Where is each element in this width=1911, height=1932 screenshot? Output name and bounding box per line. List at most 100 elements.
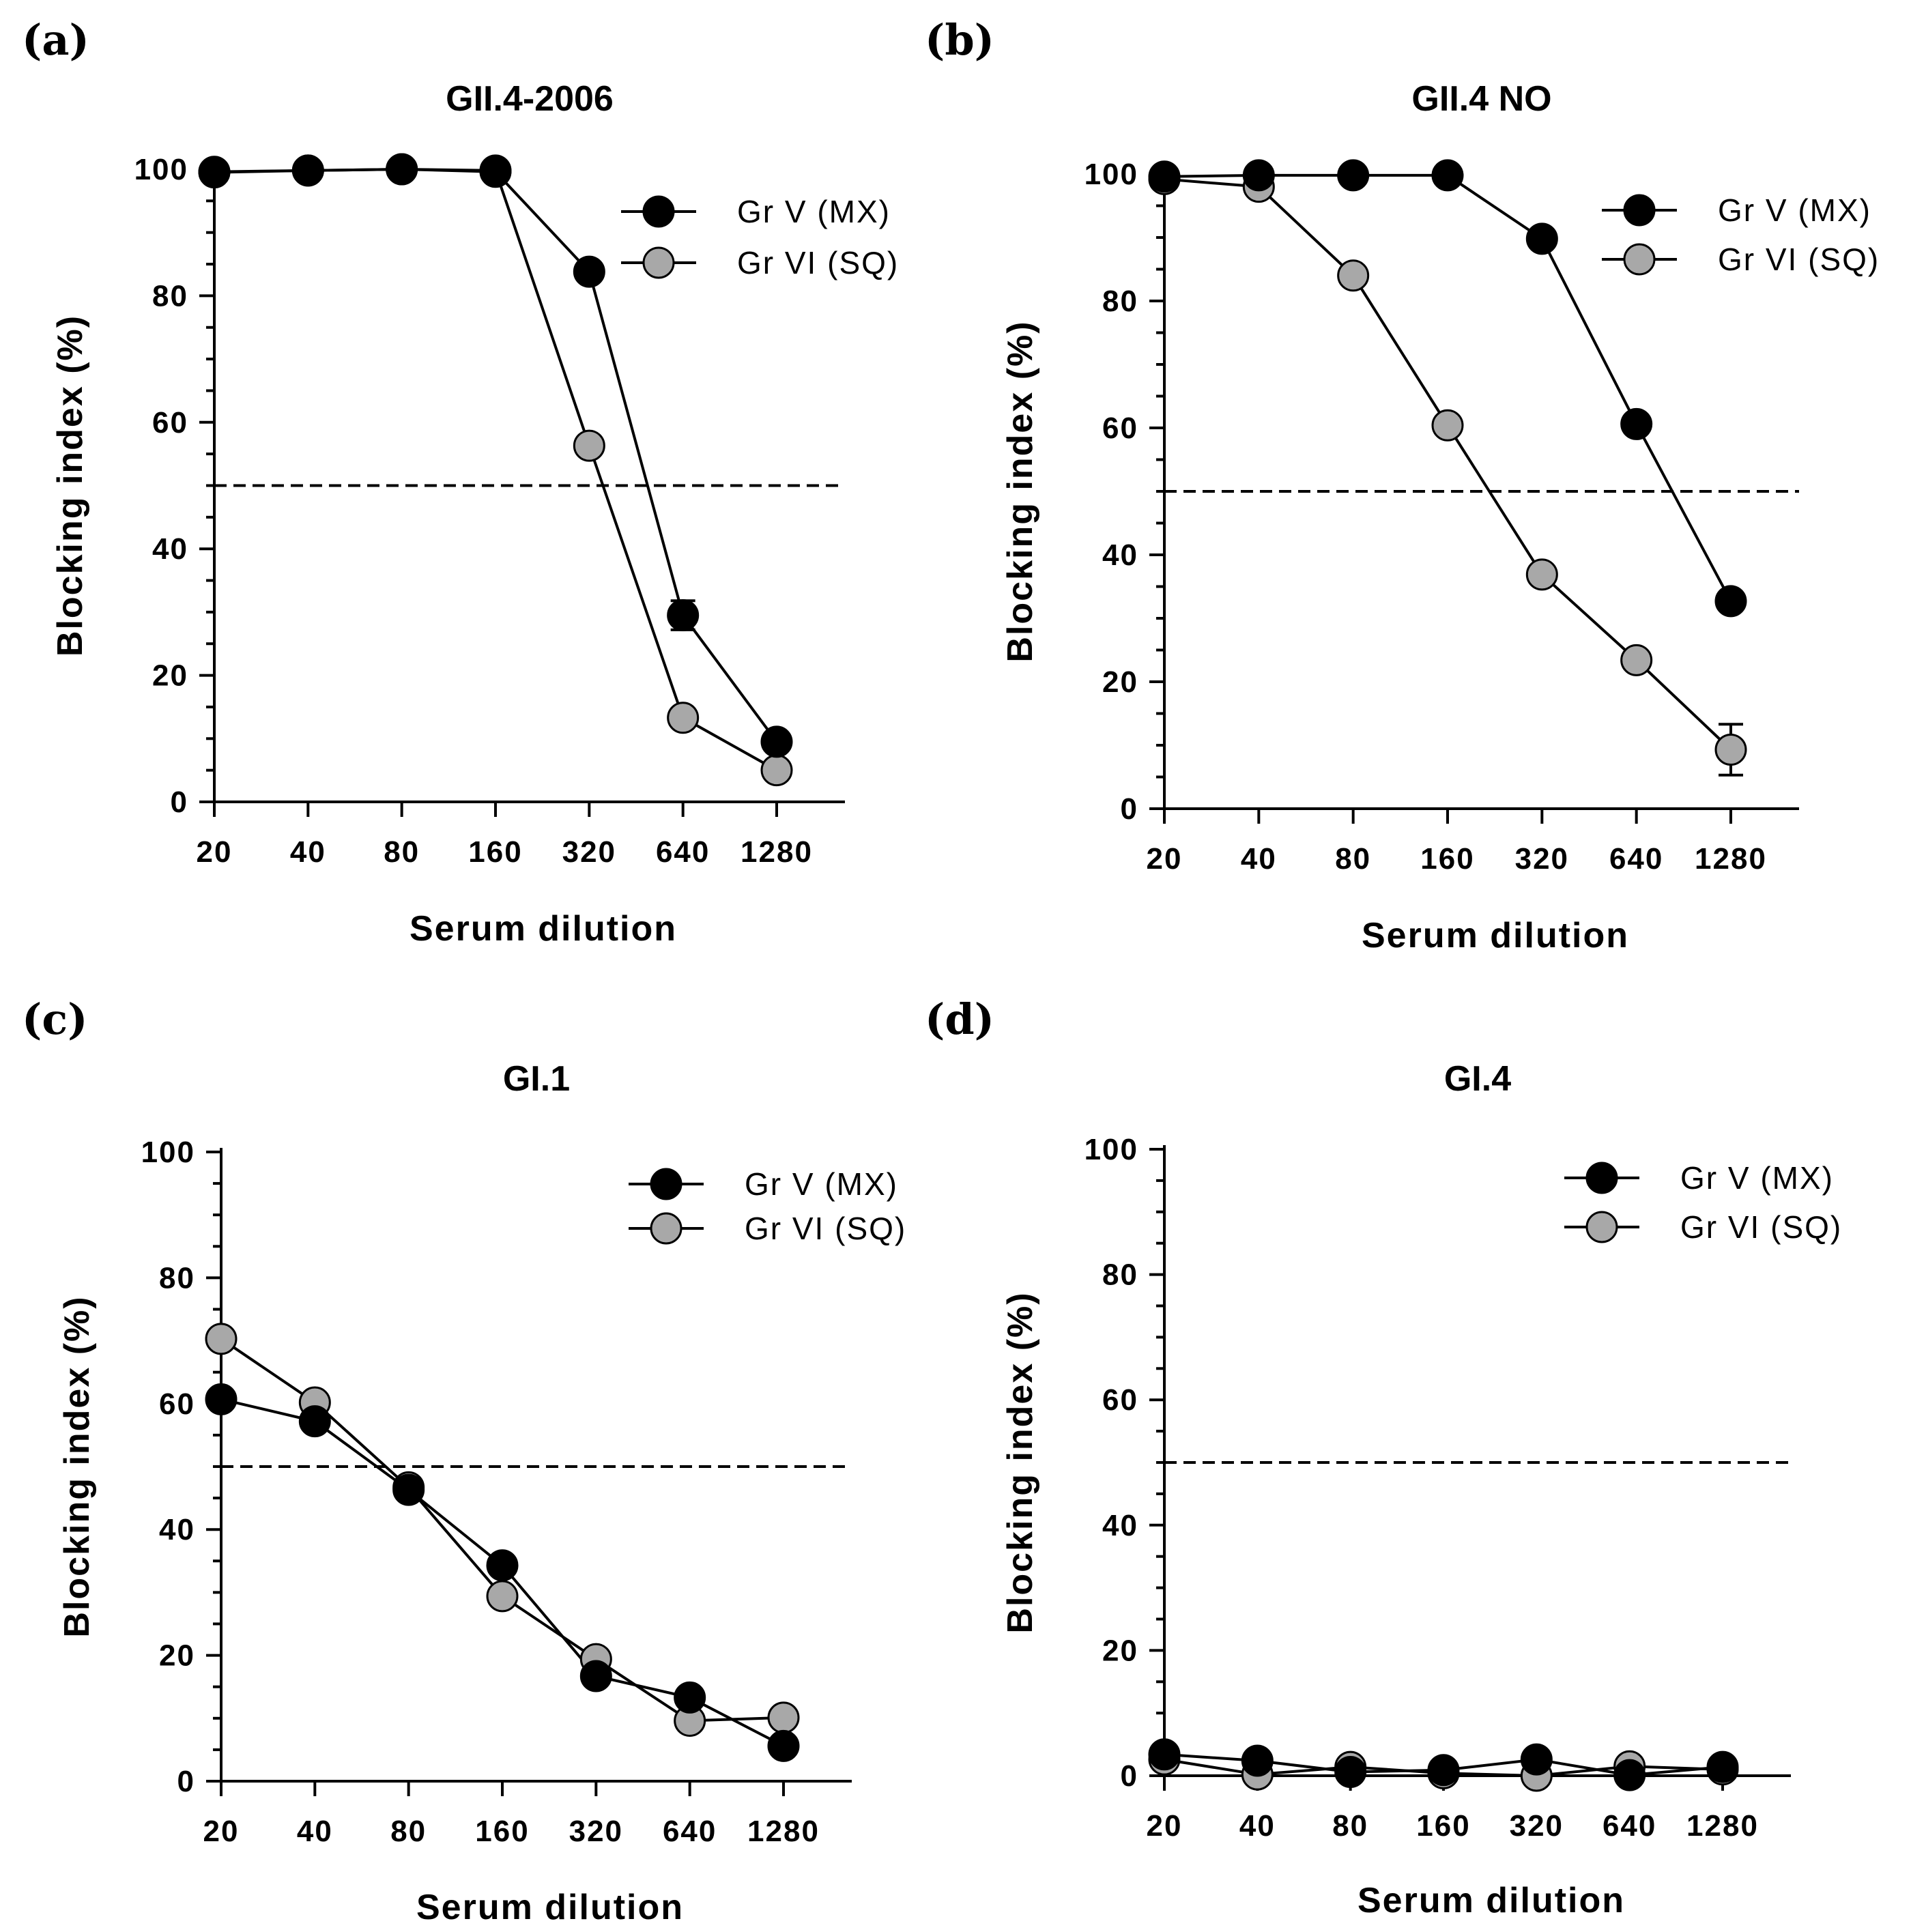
panel-letter: (d)	[925, 994, 994, 1044]
panel-letter: (c)	[22, 994, 87, 1044]
y-tick-label: 60	[159, 1387, 195, 1421]
x-axis-label: Serum dilution	[1357, 1881, 1625, 1920]
panel-letter: (b)	[925, 15, 994, 65]
x-tick-label: 80	[390, 1815, 427, 1848]
data-point-gr-vi	[760, 754, 793, 787]
x-tick-label: 160	[1416, 1809, 1470, 1843]
data-point-gr-v	[298, 1405, 331, 1438]
x-tick-label: 160	[468, 835, 522, 869]
data-point-gr-v	[1706, 1750, 1739, 1783]
chart-title: GII.4-2006	[446, 79, 614, 119]
y-tick-label: 100	[141, 1136, 195, 1169]
x-axis-label: Serum dilution	[410, 909, 677, 949]
x-tick-label: 640	[1609, 842, 1663, 876]
y-axis-label: Blocking index (%)	[51, 315, 90, 657]
chart-panel-1: (a) GII.4-2006 0 20 40 60 80 100 20 40 80 160 320 640…	[22, 15, 897, 949]
data-point-gr-v	[1620, 407, 1653, 440]
chart-title: GI.1	[503, 1059, 570, 1099]
chart-title: GI.4	[1444, 1059, 1511, 1099]
data-point-gr-v	[1337, 159, 1370, 192]
data-point-gr-vi	[1620, 644, 1653, 676]
x-tick-label: 20	[1147, 1809, 1183, 1843]
x-tick-label: 80	[1332, 1809, 1368, 1843]
data-point-gr-v	[573, 255, 605, 288]
series-line-gr-v	[214, 167, 778, 743]
x-tick-label: 160	[475, 1815, 529, 1848]
data-point-gr-v	[291, 154, 324, 187]
y-tick-label: 20	[152, 659, 188, 693]
x-tick-label: 1280	[747, 1815, 820, 1848]
y-tick-label: 20	[1102, 665, 1138, 699]
data-point-gr-v	[1241, 1744, 1274, 1777]
data-point-gr-v	[392, 1473, 425, 1506]
y-tick-label: 80	[159, 1261, 195, 1295]
legend-marker	[650, 1212, 682, 1245]
y-tick-label: 40	[152, 532, 188, 566]
y-tick-label: 0	[1121, 1759, 1138, 1793]
y-tick-label: 100	[134, 153, 188, 186]
data-point-gr-v	[1334, 1755, 1367, 1788]
legend-label: Gr V (MX)	[1680, 1160, 1834, 1196]
legend-marker	[1585, 1211, 1618, 1243]
series-line-gr-vi	[214, 167, 777, 772]
y-tick-label: 60	[1102, 412, 1138, 445]
y-axis-label: Blocking index (%)	[1001, 320, 1040, 662]
y-tick-label: 100	[1084, 158, 1138, 191]
x-tick-label: 320	[1515, 842, 1569, 876]
data-point-gr-v	[760, 725, 793, 758]
data-point-gr-v	[1525, 222, 1558, 255]
y-tick-label: 0	[1121, 792, 1138, 826]
x-axis-label: Serum dilution	[416, 1888, 684, 1927]
legend-marker	[642, 195, 675, 228]
x-tick-label: 20	[197, 835, 233, 869]
y-tick-label: 20	[159, 1639, 195, 1673]
x-tick-label: 40	[290, 835, 326, 869]
x-tick-label: 160	[1420, 842, 1474, 876]
data-point-gr-vi	[1525, 558, 1558, 591]
x-tick-label: 40	[1241, 842, 1277, 876]
x-tick-label: 80	[1335, 842, 1371, 876]
data-point-gr-vi	[573, 429, 605, 462]
y-tick-label: 0	[177, 1765, 195, 1798]
chart-panel-4: (d) GI.4 0 20 40 60 80 100 20 40 80 160 320 640 1280 Se…	[925, 994, 1842, 1920]
data-point-gr-v	[1613, 1759, 1646, 1791]
x-tick-label: 640	[1603, 1809, 1656, 1843]
data-point-gr-vi	[1337, 259, 1370, 292]
data-point-gr-v	[767, 1729, 800, 1762]
y-tick-label: 80	[1102, 1258, 1138, 1292]
legend-marker	[1623, 194, 1656, 227]
y-tick-label: 60	[1102, 1383, 1138, 1417]
x-tick-label: 320	[1510, 1809, 1564, 1843]
data-point-gr-vi	[767, 1701, 800, 1734]
x-tick-label: 40	[297, 1815, 333, 1848]
data-point-gr-v	[1714, 585, 1747, 618]
y-tick-label: 40	[1102, 1509, 1138, 1542]
x-tick-label: 640	[663, 1815, 717, 1848]
legend-label: Gr VI (SQ)	[1680, 1209, 1842, 1245]
data-point-gr-v	[205, 1383, 238, 1415]
data-point-gr-vi	[486, 1580, 519, 1613]
data-point-gr-v	[1427, 1754, 1460, 1787]
legend-label: Gr V (MX)	[745, 1166, 898, 1202]
legend-marker	[650, 1168, 682, 1200]
legend-label: Gr V (MX)	[1718, 192, 1871, 228]
chart-title: GII.4 NO	[1411, 79, 1551, 119]
legend-label: Gr V (MX)	[737, 194, 891, 229]
x-tick-label: 320	[562, 835, 616, 869]
x-tick-label: 20	[1147, 842, 1183, 876]
data-point-gr-v	[674, 1681, 706, 1714]
data-point-gr-v	[1431, 159, 1464, 192]
x-tick-label: 1280	[1695, 842, 1767, 876]
y-tick-label: 40	[1102, 538, 1138, 572]
x-axis-label: Serum dilution	[1362, 916, 1629, 955]
y-tick-label: 100	[1084, 1133, 1138, 1166]
y-axis-label: Blocking index (%)	[1001, 1291, 1040, 1633]
data-point-gr-vi	[667, 702, 700, 734]
legend-marker	[1623, 243, 1656, 276]
y-tick-label: 20	[1102, 1634, 1138, 1667]
data-point-gr-v	[579, 1660, 612, 1692]
y-tick-label: 80	[152, 279, 188, 313]
legend-label: Gr VI (SQ)	[1718, 242, 1880, 277]
chart-panel-2: (b) GII.4 NO 0 20 40 60 80 100 20 40 80 160 320 640 12…	[925, 15, 1880, 955]
